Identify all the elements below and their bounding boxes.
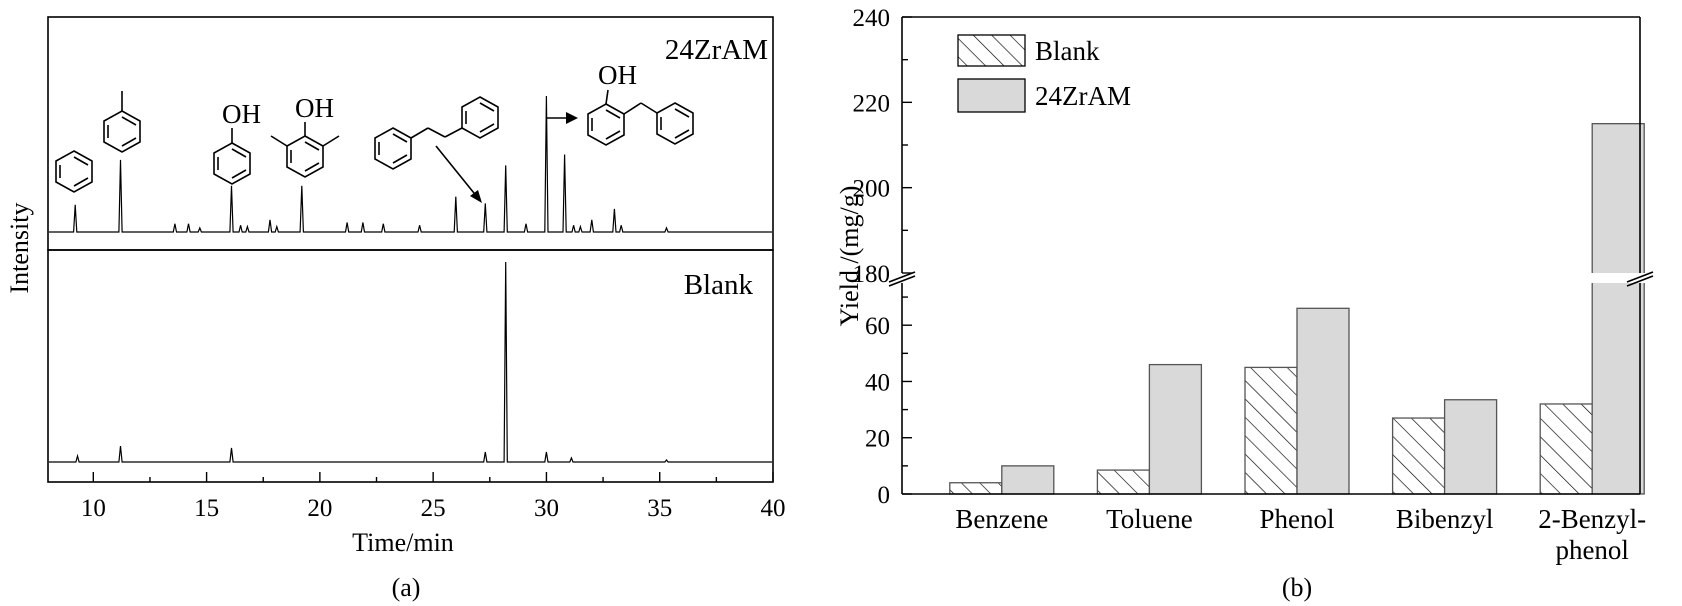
trace-24zram (49, 95, 772, 233)
bar-blank (1096, 469, 1151, 495)
category-label: 2-Benzyl-phenol (1538, 504, 1646, 565)
chromatogram-lower-frame (47, 249, 774, 483)
trace-blank (49, 261, 772, 463)
yield-bar-panel: 0 20 40 60 180 200 220 240 Benzene Toluene Phenol… (835, 5, 1654, 602)
x-tick-label: 30 (534, 495, 559, 522)
benzylphenol-oh-label: OH (598, 60, 637, 90)
bar-24zram (1001, 465, 1055, 495)
y-tick-label: 40 (865, 369, 890, 396)
y-tick-label: 220 (853, 90, 891, 117)
bibenzyl-structure-icon (374, 96, 499, 170)
legend-swatch-24zram (957, 78, 1026, 113)
bar-break-gap (1590, 273, 1647, 283)
benzylphenol-structure-icon: OH (587, 60, 694, 146)
legend-swatch-blank (957, 34, 1026, 67)
yield-bars (949, 123, 1647, 495)
yield-y-ticks: 0 20 40 60 180 200 220 240 (853, 5, 912, 509)
chromatogram-x-ticks: 10 15 20 25 30 35 40 (81, 472, 786, 522)
y-tick-label: 20 (865, 426, 890, 453)
x-tick-label: 15 (194, 495, 219, 522)
phenol-structure-icon: OH (213, 99, 261, 185)
bibenzyl-pointer-arrow (435, 145, 482, 203)
bar-24zram (1296, 307, 1350, 495)
category-label: Benzene (955, 504, 1048, 534)
bar-blank (1244, 366, 1298, 495)
yield-legend: Blank 24ZrAM (957, 34, 1131, 113)
yield-category-labels: Benzene Toluene Phenol Bibenzyl 2-Benzyl-phe… (955, 504, 1646, 565)
chromatogram-panel: 24ZrAM Blank 10 15 20 25 30 35 40 Time/min Int… (5, 16, 786, 602)
x-tick-label: 35 (647, 495, 672, 522)
x-tick-label: 20 (307, 495, 332, 522)
benzylphenol-pointer-arrow (546, 112, 578, 124)
x-tick-label: 10 (81, 495, 106, 522)
bar-24zram (1148, 363, 1203, 495)
y-tick-label: 180 (853, 261, 891, 288)
phenol-oh-label: OH (222, 99, 261, 129)
series-label-24zram: 24ZrAM (665, 34, 768, 66)
bar-blank (949, 482, 1003, 495)
bar-blank (1391, 417, 1446, 495)
x-tick-label: 40 (761, 495, 786, 522)
chromatogram-x-axis-label: Time/min (352, 528, 454, 557)
axis-break-marks (888, 271, 1654, 287)
category-label: Toluene (1106, 504, 1193, 534)
chromatogram-y-axis-label: Intensity (5, 203, 34, 294)
y-tick-label: 240 (853, 5, 891, 32)
bar-24zram (1591, 123, 1645, 495)
series-label-blank: Blank (684, 269, 754, 301)
dimethylphenol-oh-label: OH (295, 93, 334, 123)
y-tick-label: 200 (853, 176, 891, 203)
yield-plot-frame (901, 16, 1641, 495)
legend-label-24zram: 24ZrAM (1035, 81, 1131, 111)
bar-24zram (1443, 399, 1498, 495)
category-label: Bibenzyl (1396, 504, 1493, 534)
dimethylphenol-structure-icon: OH (270, 93, 340, 178)
legend-label-blank: Blank (1035, 36, 1100, 66)
bar-blank (1539, 403, 1593, 495)
category-label: Phenol (1259, 504, 1334, 534)
y-tick-label: 0 (878, 482, 891, 509)
toluene-structure-icon (103, 91, 141, 153)
panel-caption-a: (a) (392, 573, 421, 602)
panel-caption-b: (b) (1282, 573, 1312, 602)
yield-y-axis-label: Yield /(mg/g) (835, 186, 864, 327)
benzene-structure-icon (55, 150, 93, 193)
x-tick-label: 25 (421, 495, 446, 522)
y-tick-label: 60 (865, 313, 890, 340)
